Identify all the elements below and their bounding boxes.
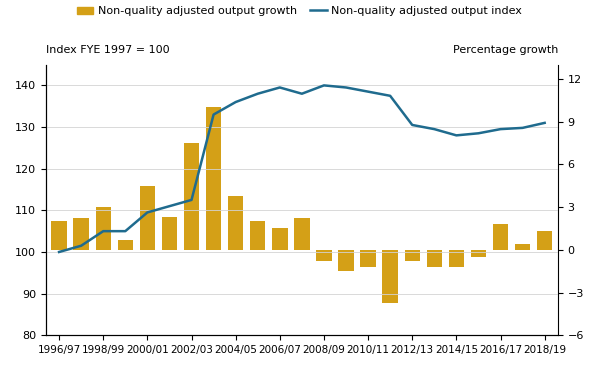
Non-quality adjusted output index xyxy=(56,250,63,254)
Non-quality adjusted output index xyxy=(254,91,261,96)
Bar xyxy=(95,207,111,250)
Bar xyxy=(404,250,420,261)
Bar xyxy=(184,143,199,250)
Non-quality adjusted output index xyxy=(77,243,84,248)
Non-quality adjusted output index xyxy=(188,198,195,202)
Non-quality adjusted output index xyxy=(122,229,129,233)
Bar xyxy=(515,244,530,250)
Non-quality adjusted output index xyxy=(144,210,151,215)
Bar xyxy=(162,217,177,250)
Non-quality adjusted output index xyxy=(475,131,482,135)
Legend: Non-quality adjusted output growth, Non-quality adjusted output index: Non-quality adjusted output growth, Non-… xyxy=(72,2,527,21)
Non-quality adjusted output index xyxy=(453,133,460,138)
Bar xyxy=(272,228,288,250)
Bar xyxy=(294,218,310,250)
Non-quality adjusted output index xyxy=(365,90,372,94)
Bar xyxy=(52,221,67,250)
Bar xyxy=(206,107,221,250)
Non-quality adjusted output index xyxy=(343,85,350,90)
Bar xyxy=(426,250,442,267)
Non-quality adjusted output index xyxy=(166,204,173,208)
Bar xyxy=(117,240,133,250)
Bar xyxy=(228,196,243,250)
Text: Index FYE 1997 = 100: Index FYE 1997 = 100 xyxy=(46,45,170,55)
Non-quality adjusted output index xyxy=(431,127,438,131)
Bar xyxy=(74,218,89,250)
Non-quality adjusted output index xyxy=(320,83,328,88)
Non-quality adjusted output index xyxy=(276,85,283,90)
Text: Percentage growth: Percentage growth xyxy=(452,45,558,55)
Non-quality adjusted output index xyxy=(99,229,107,233)
Bar xyxy=(449,250,464,267)
Bar xyxy=(140,186,155,250)
Non-quality adjusted output index xyxy=(519,126,526,130)
Non-quality adjusted output index xyxy=(409,123,416,127)
Bar xyxy=(316,250,332,261)
Line: Non-quality adjusted output index: Non-quality adjusted output index xyxy=(59,85,544,252)
Non-quality adjusted output index xyxy=(497,127,504,131)
Non-quality adjusted output index xyxy=(232,100,239,104)
Bar xyxy=(382,250,398,303)
Bar xyxy=(250,221,265,250)
Non-quality adjusted output index xyxy=(298,91,305,96)
Non-quality adjusted output index xyxy=(541,121,548,125)
Non-quality adjusted output index xyxy=(386,94,394,98)
Non-quality adjusted output index xyxy=(210,112,217,117)
Bar xyxy=(493,224,508,250)
Bar xyxy=(338,250,354,271)
Bar xyxy=(537,231,552,250)
Bar xyxy=(471,250,486,257)
Bar xyxy=(361,250,376,267)
